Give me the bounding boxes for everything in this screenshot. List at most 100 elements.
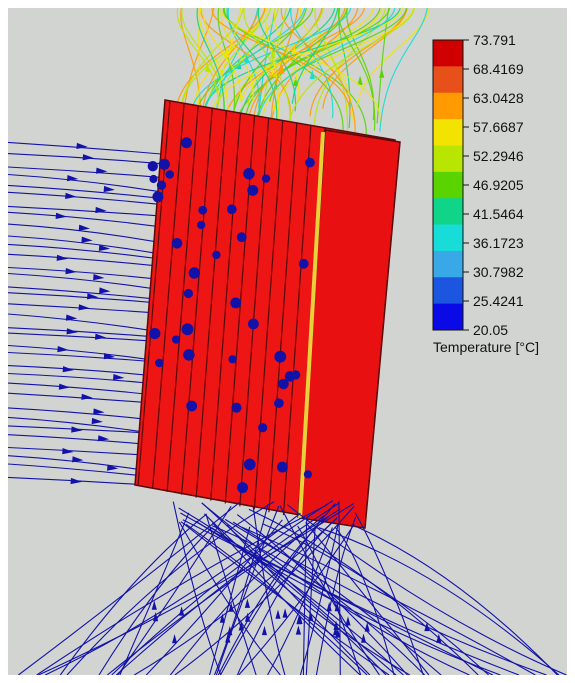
- legend-swatch: [433, 40, 463, 67]
- bottom-streamline: [334, 526, 395, 675]
- hot-trajectory: [270, 8, 299, 120]
- streamline-marker: [303, 470, 312, 479]
- hot-trajectory: [290, 8, 334, 119]
- legend-swatch: [433, 198, 463, 226]
- bottom-streamline: [211, 525, 425, 675]
- streamline-marker: [188, 267, 201, 279]
- streamline-marker: [171, 335, 181, 344]
- flow-arrow: [78, 304, 90, 311]
- streamline-marker: [183, 288, 193, 299]
- bottom-streamline: [232, 521, 442, 675]
- hot-trajectory: [243, 8, 292, 137]
- bottom-streamline: [318, 527, 560, 675]
- flow-arrow: [62, 448, 74, 455]
- bottom-streamline: [305, 525, 316, 675]
- bottom-streamline: [215, 505, 280, 675]
- streamline-marker: [274, 398, 284, 409]
- flow-arrow: [76, 142, 88, 149]
- legend-tick-label: 41.5464: [473, 206, 524, 222]
- flow-arrow: [58, 383, 71, 390]
- hot-trajectory: [356, 8, 431, 109]
- hot-trajectory: [190, 8, 352, 114]
- hot-trajectory: [176, 8, 219, 108]
- hot-trajectory: [220, 8, 254, 102]
- hot-trajectory: [261, 8, 383, 121]
- front-streamlines: [147, 137, 315, 494]
- bottom-streamline: [236, 517, 338, 675]
- bottom-streamline: [134, 517, 338, 675]
- flow-arrow: [219, 613, 225, 623]
- heatsink-body[interactable]: [134, 99, 401, 529]
- streamline-marker: [152, 191, 164, 203]
- hot-trajectory: [263, 8, 287, 105]
- legend-title: Temperature [°C]: [433, 339, 539, 355]
- bottom-streamline: [354, 512, 424, 675]
- bottom-streamline: [66, 501, 275, 675]
- legend-tick-label: 25.4241: [473, 293, 524, 309]
- hot-trajectory: [280, 8, 356, 136]
- bottom-streamline: [178, 521, 281, 675]
- flow-arrow: [309, 69, 315, 80]
- hot-trajectory: [257, 8, 276, 118]
- legend-swatch: [433, 171, 463, 199]
- flow-arrow: [97, 435, 110, 442]
- streamline-marker: [156, 180, 167, 190]
- bottom-streamline: [174, 505, 355, 675]
- hot-trajectory: [291, 8, 339, 104]
- bottom-streamline: [59, 513, 208, 675]
- flow-arrow: [270, 49, 276, 59]
- bottom-streamline: [204, 513, 411, 675]
- flow-arrow: [279, 64, 285, 74]
- legend-swatch: [433, 92, 463, 120]
- bottom-streamline: [252, 506, 286, 675]
- flow-arrow: [225, 633, 231, 643]
- hot-trajectory: [244, 8, 381, 120]
- hot-trajectory: [202, 8, 241, 102]
- hot-trajectory: [313, 8, 386, 125]
- heatsink-fin: [151, 103, 185, 489]
- bottom-streamline: [38, 503, 354, 675]
- hot-trajectory: [202, 8, 260, 112]
- streamline-marker: [284, 371, 296, 382]
- flow-arrow: [172, 634, 178, 644]
- streamline-marker: [183, 349, 195, 361]
- hot-trajectory: [309, 8, 408, 117]
- legend-swatch: [433, 66, 463, 94]
- hot-trajectory: [211, 8, 351, 116]
- flow-arrow: [91, 417, 103, 425]
- flow-arrow: [345, 616, 351, 626]
- streamline-marker: [149, 174, 158, 184]
- legend-tick-label: 46.9205: [473, 177, 524, 193]
- legend-tick-label: 52.2946: [473, 148, 524, 164]
- streamline-marker: [165, 170, 175, 179]
- hot-trajectory: [231, 8, 391, 139]
- hot-trajectory: [376, 8, 390, 124]
- flow-arrow: [379, 68, 385, 78]
- bottom-streamline: [18, 501, 241, 675]
- flow-arrow: [81, 236, 93, 243]
- streamline-marker: [261, 174, 271, 183]
- bottom-streamline: [169, 515, 325, 675]
- flow-arrow: [334, 602, 340, 612]
- flow-arrow: [357, 75, 363, 85]
- streamline-marker: [171, 237, 183, 249]
- bottom-streamline: [238, 523, 355, 675]
- streamline-marker: [243, 167, 255, 180]
- hot-trajectory: [273, 8, 415, 112]
- streamline-marker: [247, 184, 259, 196]
- streamline-marker: [298, 258, 309, 269]
- bottom-streamline: [302, 517, 308, 675]
- streamline-marker: [212, 250, 221, 260]
- flow-arrow: [103, 353, 116, 360]
- bottom-streamline: [182, 519, 494, 675]
- streamline-marker: [243, 458, 256, 471]
- heatsink-fin: [253, 120, 284, 510]
- legend-swatch: [433, 303, 463, 331]
- legend-tick-label: 36.1723: [473, 235, 524, 251]
- hot-trajectory: [229, 8, 307, 135]
- flow-arrow: [326, 601, 332, 612]
- flow-arrow: [82, 154, 94, 161]
- flow-arrow: [65, 314, 78, 321]
